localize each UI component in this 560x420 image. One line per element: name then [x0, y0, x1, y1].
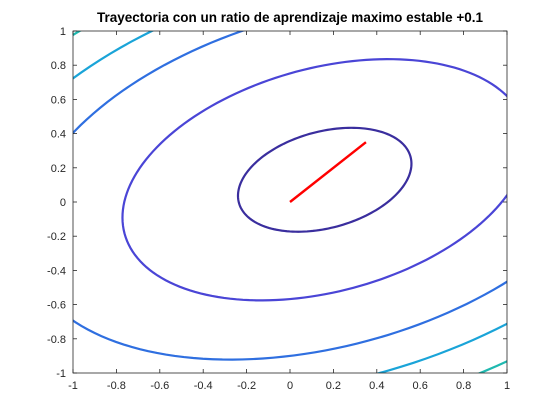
y-tick-label: -0.4	[47, 265, 66, 277]
x-tick-label: 0.4	[369, 380, 384, 392]
contour-level-3	[73, 31, 507, 361]
chart-title: Trayectoria con un ratio de aprendizaje …	[97, 10, 484, 25]
x-tick-label: 1	[504, 380, 510, 392]
x-tick-label: 0.6	[413, 380, 428, 392]
contour-level-2	[121, 58, 507, 302]
y-tick-label: 0.6	[51, 94, 66, 106]
y-tick-label: 0.8	[51, 60, 66, 72]
y-tick-label: -0.2	[47, 231, 66, 243]
trajectory-path	[289, 141, 367, 203]
contour-level-1	[236, 126, 413, 233]
contour-level-4	[73, 31, 507, 373]
x-tick-label: -0.6	[150, 380, 169, 392]
x-tick-label: -0.2	[237, 380, 256, 392]
y-tick-label: 0	[60, 197, 66, 209]
x-axis-ticks: -1 -0.8 -0.6 -0.4 -0.2 0 0.2 0.4 0.6 0.8 1	[68, 31, 510, 392]
trajectory-line	[289, 141, 367, 203]
y-tick-label: 1	[60, 26, 66, 38]
y-tick-label: 0.2	[51, 163, 66, 175]
x-tick-label: -0.8	[107, 380, 126, 392]
x-tick-label: 0.2	[326, 380, 341, 392]
x-tick-label: -1	[68, 380, 78, 392]
y-tick-label: 0.4	[51, 129, 66, 141]
y-tick-label: -1	[56, 368, 66, 380]
y-axis-ticks: -1 -0.8 -0.6 -0.4 -0.2 0 0.2 0.4 0.6 0.8 1	[47, 26, 507, 380]
x-tick-label: 0	[287, 380, 293, 392]
x-tick-label: -0.4	[194, 380, 213, 392]
y-tick-label: -0.6	[47, 300, 66, 312]
x-tick-label: 0.8	[456, 380, 471, 392]
y-tick-label: -0.8	[47, 334, 66, 346]
